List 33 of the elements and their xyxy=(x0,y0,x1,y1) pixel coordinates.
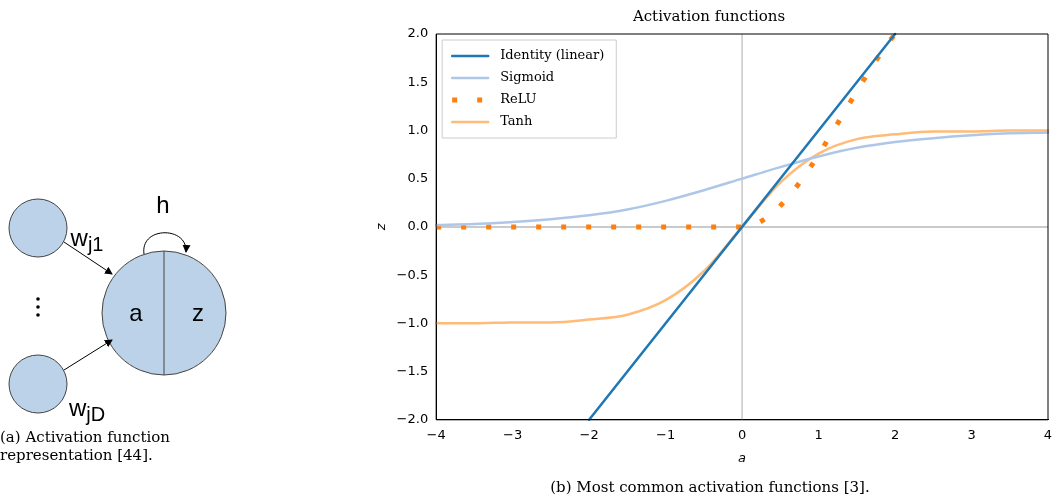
text: z xyxy=(192,299,204,327)
y-tick-label: −1.0 xyxy=(396,314,429,330)
y-tick-label: −0.5 xyxy=(396,266,429,282)
text: w$_{j1}$ xyxy=(70,223,104,257)
x-tick-label: −2 xyxy=(579,426,599,442)
y-tick-label: 0.5 xyxy=(407,170,429,186)
legend-label: Tanh xyxy=(500,113,533,129)
x-tick-label: −4 xyxy=(426,426,446,442)
y-tick-label: −1.5 xyxy=(396,362,429,378)
text: (a) Activation function representation [44]. xyxy=(0,428,171,464)
text: a xyxy=(129,299,143,327)
x-tick-label: 2 xyxy=(890,426,900,442)
x-tick-label: 4 xyxy=(1043,426,1053,442)
x-tick-label: −3 xyxy=(503,426,523,442)
y-tick-label: 1.5 xyxy=(407,73,429,89)
x-axis-title: a xyxy=(738,449,747,465)
legend-label: ReLU xyxy=(500,91,537,107)
y-axis-title: z xyxy=(373,222,389,232)
text: w$_{jD}$ xyxy=(68,393,106,427)
x-tick-label: 1 xyxy=(814,426,823,442)
chart-title: Activation functions xyxy=(631,6,786,25)
y-tick-label: 2.0 xyxy=(407,25,429,41)
line-series xyxy=(434,131,1050,227)
y-tick-label: 1.0 xyxy=(407,121,429,137)
legend-label: Identity (linear) xyxy=(500,47,605,63)
x-tick-label: −1 xyxy=(656,426,676,442)
text: h xyxy=(156,191,170,219)
x-tick-label: 3 xyxy=(967,426,976,442)
y-tick-label: 0.0 xyxy=(407,218,429,234)
legend-label: Sigmoid xyxy=(500,69,555,85)
x-tick-label: 0 xyxy=(737,426,747,442)
y-tick-label: −2.0 xyxy=(396,411,429,427)
text: (b) Most common activation functions [3]. xyxy=(549,478,871,496)
